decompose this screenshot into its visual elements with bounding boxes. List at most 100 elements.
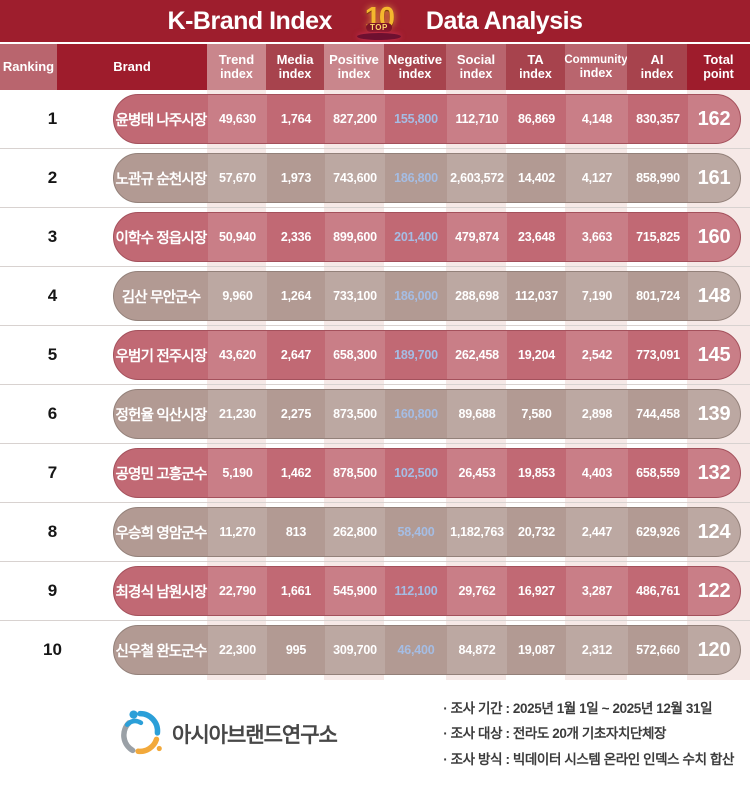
- table-column-header: Ranking Brand Trend index Media index Positive…: [0, 44, 750, 90]
- ta-index-value: 16,927: [517, 584, 556, 598]
- column-header-brand: Brand: [57, 44, 207, 90]
- column-header-label: index: [278, 67, 312, 82]
- trend-index-value: 5,190: [208, 449, 267, 497]
- community-index-value: 4,148: [566, 95, 628, 143]
- column-header-media-index: Media index: [266, 44, 324, 90]
- social-index-value: 479,874: [447, 213, 507, 261]
- total-point-value: 161: [688, 154, 740, 202]
- media-index-value: 1,462: [280, 466, 312, 480]
- rank-number: 7: [47, 463, 58, 482]
- positive-index-value: 873,500: [325, 390, 385, 438]
- positive-index-value: 733,100: [325, 272, 385, 320]
- community-index-value: 7,190: [566, 272, 628, 320]
- column-header-label: index: [459, 67, 493, 82]
- total-point-value: 124: [688, 508, 740, 556]
- positive-index-value: 899,600: [325, 213, 385, 261]
- rank-number: 1: [47, 109, 58, 128]
- brand-name: 노관규 순천시장: [115, 171, 207, 188]
- column-header-ai-index: AI index: [627, 44, 687, 90]
- column-header-label: Total: [703, 51, 734, 67]
- column-header-trend-index: Trend index: [207, 44, 266, 90]
- trend-index-value: 49,630: [208, 95, 267, 143]
- social-index-value: 112,710: [447, 95, 507, 143]
- total-point-value: 160: [688, 213, 740, 261]
- total-point-value: 122: [688, 567, 740, 615]
- rank-number: 3: [47, 227, 58, 246]
- ai-index-value: 858,990: [636, 171, 680, 185]
- survey-note-line: · 조사 기간 : 2025년 1월 1일 ~ 2025년 12월 31일: [443, 700, 713, 716]
- social-index-value: 84,872: [447, 626, 507, 674]
- column-header-label: index: [519, 67, 552, 82]
- brand-name: 이학수 정읍시장: [115, 230, 207, 247]
- brand-name: 우승희 영암군수: [115, 525, 207, 542]
- ai-index-value: 629,926: [636, 525, 680, 539]
- trend-index-value: 43,620: [208, 331, 267, 379]
- ai-index-value: 658,559: [636, 466, 680, 480]
- total-point-value: 162: [688, 95, 740, 143]
- media-index-value: 995: [285, 643, 307, 657]
- column-header-label: Media: [276, 51, 314, 67]
- ta-index-value: 86,869: [517, 112, 556, 126]
- row-pill: 우승희 영암군수 11,270 813 262,800 58,400 1,182,763 2…: [113, 507, 741, 557]
- top10-badge-podium: [356, 33, 401, 40]
- column-header-label: TA: [527, 51, 544, 67]
- trend-index-value: 50,940: [208, 213, 267, 261]
- total-point-value: 145: [688, 331, 740, 379]
- table-row: 7 공영민 고흥군수 5,190 1,462 878,500 102,500 26,453 1…: [0, 444, 750, 503]
- table-row: 6 정헌율 익산시장 21,230 2,275 873,500 160,800 89,688…: [0, 385, 750, 444]
- negative-index-value: 160,800: [394, 407, 438, 421]
- brand-name: 우범기 전주시장: [115, 348, 207, 365]
- negative-index-value: 46,400: [397, 643, 435, 657]
- social-index-value: 26,453: [447, 449, 507, 497]
- column-header-label: index: [337, 67, 371, 82]
- ai-index-value: 801,724: [636, 289, 680, 303]
- social-index-value: 262,458: [447, 331, 507, 379]
- column-header-label: Social: [456, 51, 496, 67]
- negative-index-value: 186,000: [394, 289, 438, 303]
- community-index-value: 2,898: [566, 390, 628, 438]
- positive-index-value: 309,700: [325, 626, 385, 674]
- table-row: 9 최경식 남원시장 22,790 1,661 545,900 112,100 29,762…: [0, 562, 750, 621]
- column-header-community-index: Community index: [564, 44, 628, 90]
- survey-notes: · 조사 기간 : 2025년 1월 1일 ~ 2025년 12월 31일 · 조…: [443, 696, 734, 773]
- positive-index-value: 545,900: [325, 567, 385, 615]
- page-title-left: K-Brand Index: [167, 6, 333, 35]
- column-header-label: index: [579, 66, 613, 81]
- negative-index-value: 201,400: [394, 230, 438, 244]
- column-header-label: index: [398, 67, 432, 82]
- table-row: 8 우승희 영암군수 11,270 813 262,800 58,400 1,182,763…: [0, 503, 750, 562]
- trend-index-value: 21,230: [208, 390, 267, 438]
- top10-badge-label: TOP: [366, 23, 392, 32]
- ta-index-value: 14,402: [517, 171, 556, 185]
- column-header-negative-index: Negative index: [384, 44, 446, 90]
- brand-name: 신우철 완도군수: [115, 643, 207, 660]
- media-index-value: 2,647: [280, 348, 312, 362]
- rank-number: 8: [47, 522, 58, 541]
- table-row: 10 신우철 완도군수 22,300 995 309,700 46,400 84,872 19…: [0, 621, 750, 679]
- positive-index-value: 827,200: [325, 95, 385, 143]
- column-header-total-point: Total point: [687, 44, 750, 90]
- community-index-value: 4,127: [566, 154, 628, 202]
- social-index-value: 89,688: [447, 390, 507, 438]
- column-header-label: Trend: [218, 51, 255, 67]
- row-pill: 최경식 남원시장 22,790 1,661 545,900 112,100 29,762 1…: [113, 566, 741, 616]
- total-point-value: 120: [688, 626, 740, 674]
- negative-index-value: 102,500: [394, 466, 438, 480]
- negative-index-value: 112,100: [394, 584, 438, 598]
- rank-number: 2: [47, 168, 58, 187]
- column-header-label: Community: [564, 53, 628, 66]
- top10-badge: 10 TOP: [348, 1, 410, 41]
- column-header-label: index: [220, 67, 253, 82]
- trend-index-value: 22,300: [208, 626, 267, 674]
- rank-number: 9: [47, 581, 58, 600]
- survey-note-line: · 조사 방식 : 빅데이터 시스템 온라인 인덱스 수치 합산: [443, 751, 734, 767]
- community-index-value: 2,542: [566, 331, 628, 379]
- total-point-value: 132: [688, 449, 740, 497]
- positive-index-value: 658,300: [325, 331, 385, 379]
- negative-index-value: 189,700: [394, 348, 438, 362]
- media-index-value: 813: [285, 525, 307, 539]
- trend-index-value: 57,670: [208, 154, 267, 202]
- column-header-label: Positive: [329, 51, 379, 67]
- brand-name: 윤병태 나주시장: [115, 112, 207, 129]
- ai-index-value: 744,458: [636, 407, 680, 421]
